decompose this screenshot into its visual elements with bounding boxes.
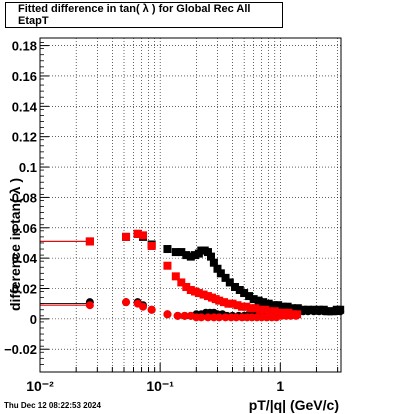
- timestamp: Thu Dec 12 08:22:53 2024: [4, 401, 101, 410]
- y-tick-label: 0.1: [19, 160, 37, 175]
- data-point-circle: [147, 305, 156, 314]
- data-point-square: [163, 261, 172, 270]
- y-tick-label: 0.02: [12, 282, 37, 297]
- y-tick-label: 0.04: [12, 251, 38, 266]
- y-tick-label: 0.16: [12, 69, 37, 84]
- data-point-square: [177, 248, 186, 257]
- data-point-square: [203, 292, 212, 301]
- y-tick-label: 0.08: [12, 190, 37, 205]
- y-axis-label: difference in tan( λ ): [7, 178, 23, 311]
- x-axis-label: pT/|q| (GeV/c): [249, 397, 339, 413]
- data-point-square: [278, 302, 287, 311]
- data-point-circle: [291, 311, 300, 320]
- data-point-circle: [139, 302, 148, 311]
- data-point-square: [139, 231, 148, 240]
- data-point-circle: [303, 307, 312, 316]
- data-point-square: [235, 286, 244, 295]
- y-tick-label: 0: [30, 312, 37, 327]
- data-point-circle: [232, 313, 241, 322]
- data-point-square: [224, 299, 233, 308]
- data-point-square: [256, 305, 265, 314]
- data-point-circle: [180, 311, 189, 320]
- chart-title: Fitted difference in tan( λ ) for Global…: [5, 2, 283, 28]
- data-point-square: [182, 282, 191, 291]
- data-point-square: [259, 298, 268, 307]
- data-point-square: [207, 252, 216, 261]
- data-point-square: [240, 289, 249, 298]
- data-point-square: [249, 295, 258, 304]
- y-tick-label: 0.12: [12, 130, 37, 145]
- data-point-square: [283, 302, 292, 311]
- data-point-square: [231, 282, 240, 291]
- data-point-square: [194, 289, 203, 298]
- x-tick-label: 1: [276, 378, 284, 394]
- data-point-square: [216, 269, 225, 278]
- data-point-circle: [203, 313, 212, 322]
- data-point-square: [171, 272, 180, 281]
- data-point-square: [203, 248, 212, 257]
- y-tick-label: 0.14: [12, 99, 38, 114]
- data-point-square: [163, 245, 172, 254]
- data-point-square: [245, 292, 254, 301]
- data-point-square: [122, 232, 131, 241]
- data-point-square: [186, 286, 195, 295]
- data-point-circle: [221, 313, 230, 322]
- data-point-square: [182, 251, 191, 260]
- data-point-square: [261, 305, 270, 314]
- data-point-square: [186, 252, 195, 261]
- data-point-square: [238, 302, 247, 311]
- data-point-circle: [197, 313, 206, 322]
- data-point-circle: [336, 307, 345, 316]
- data-point-square: [221, 273, 230, 282]
- grid-lines: [39, 38, 341, 372]
- data-point-square: [242, 302, 251, 311]
- data-point-square: [215, 296, 224, 305]
- data-point-square: [233, 301, 242, 310]
- y-tick-label: 0.06: [12, 221, 37, 236]
- data-point-square: [213, 264, 222, 273]
- data-point-square: [133, 229, 142, 238]
- data-point-circle: [122, 298, 131, 307]
- data-point-square: [209, 258, 218, 267]
- data-point-square: [246, 304, 255, 313]
- x-tick-label: 10⁻¹: [146, 378, 174, 394]
- data-point-square: [254, 296, 263, 305]
- data-point-square: [265, 307, 274, 316]
- data-point-circle: [163, 310, 172, 319]
- data-point-square: [147, 241, 156, 250]
- data-point-square: [264, 299, 273, 308]
- data-point-square: [274, 301, 283, 310]
- data-points: [40, 229, 345, 322]
- data-point-square: [269, 301, 278, 310]
- data-point-square: [85, 237, 94, 246]
- data-point-square: [251, 304, 260, 313]
- data-point-square: [177, 278, 186, 287]
- data-point-square: [270, 307, 279, 316]
- data-point-circle: [215, 313, 224, 322]
- data-point-circle: [173, 311, 182, 320]
- data-point-square: [199, 290, 208, 299]
- data-point-square: [220, 298, 229, 307]
- y-tick-label: 0.18: [12, 39, 37, 54]
- data-point-circle: [85, 301, 94, 310]
- data-point-square: [225, 278, 234, 287]
- data-point-square: [171, 248, 180, 257]
- axes: −0.02 0 0.02 0.04 0.06 0.08 0.1 0.12 0.14 0.16 0.1…: [4, 39, 339, 394]
- x-tick-label: 10⁻²: [26, 378, 54, 394]
- data-point-square: [228, 299, 237, 308]
- plot-frame: [39, 37, 342, 373]
- y-tick-label: −0.02: [4, 342, 37, 357]
